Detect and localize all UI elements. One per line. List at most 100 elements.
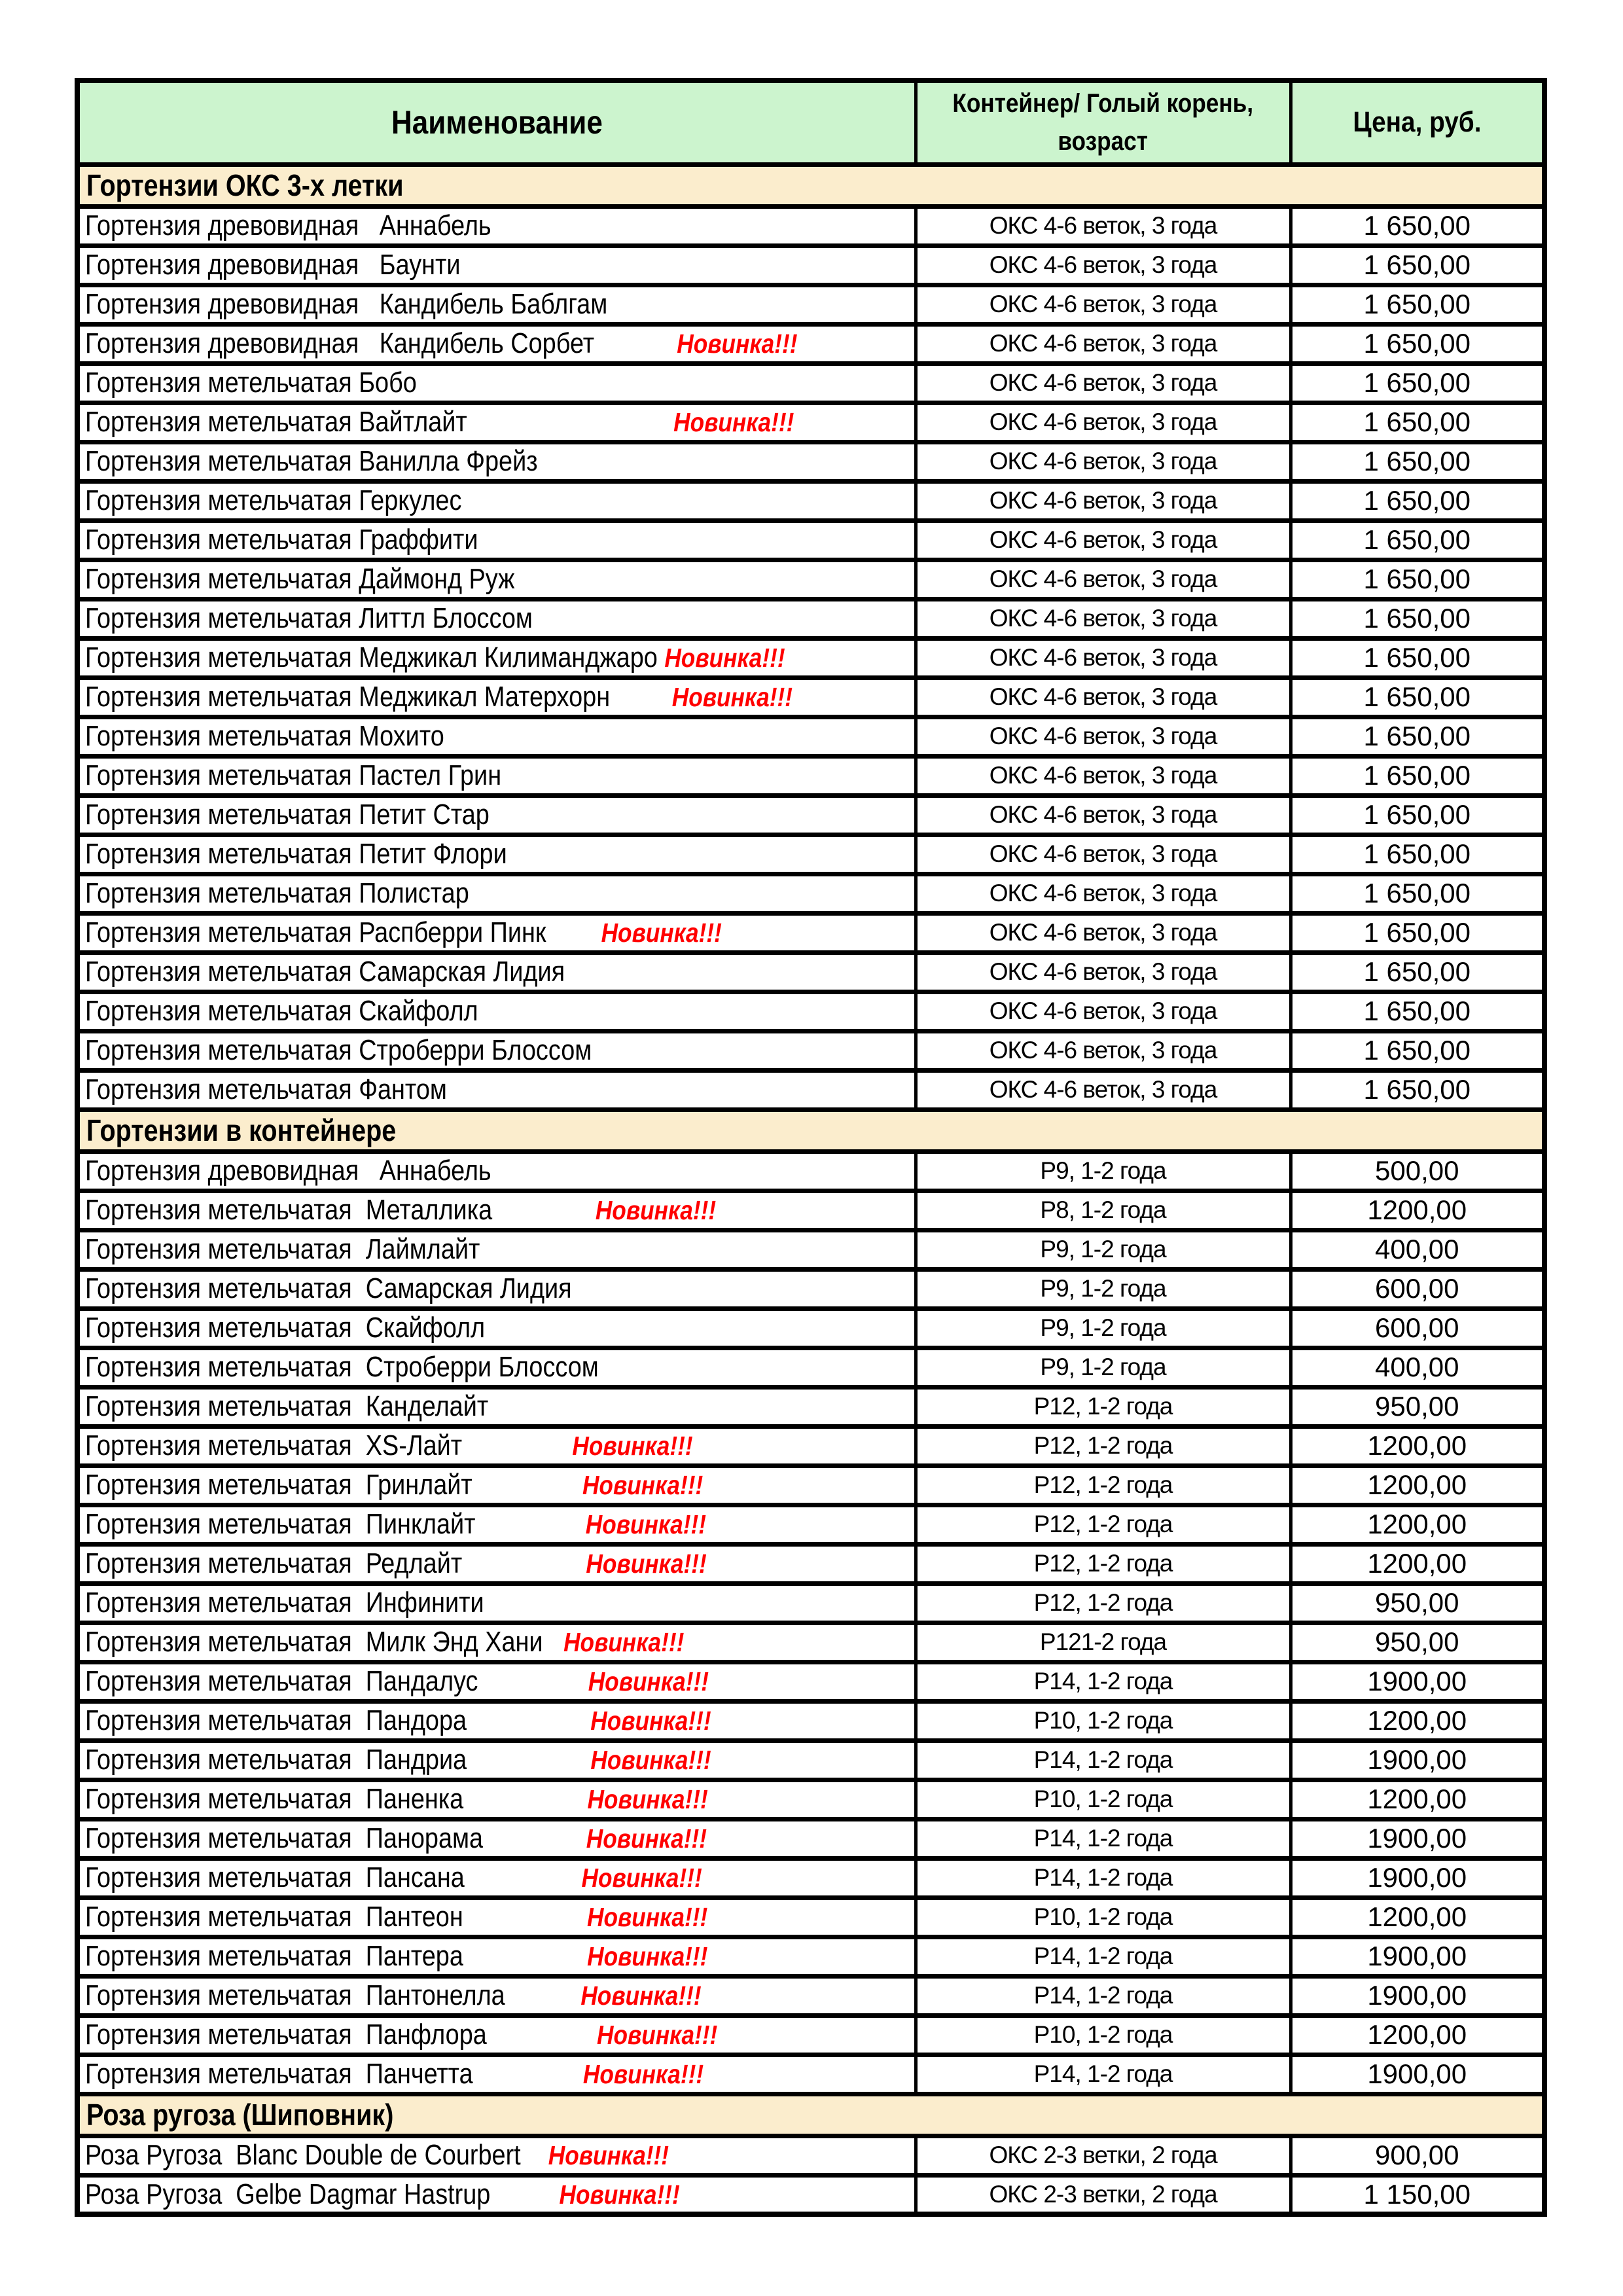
container-cell: ОКС 4-6 веток, 3 года [914,636,1293,680]
table-row: Гортензия метельчатая Геркулес ОКС 4-6 ве… [75,478,1546,523]
name-cell: Гортензия древовидная Кандибель Баблгам [75,282,918,327]
table-row: Гортензия метельчатая Скайфолл ОКС 4-6 ве… [75,989,1546,1033]
name-cell: Гортензия метельчатая Бобо [75,361,918,405]
name-cell: Гортензия метельчатая Петит Флори [75,832,918,876]
price-cell: 1 650,00 [1289,793,1546,837]
price-cell: 1 650,00 [1289,321,1546,366]
plant-name: Гортензия метельчатая Даймонд Руж [85,563,515,595]
price-cell: 1200,00 [1289,1698,1546,1743]
plant-name: Гортензия метельчатая Литтл Блоссом [85,602,533,634]
name-cell: Гортензия метельчатая Граффити [75,518,918,562]
name-cell: Гортензия метельчатая Меджикал Матерхорн… [75,675,918,719]
plant-name: Гортензия метельчатая Скайфолл [85,1312,486,1344]
price-cell: 1200,00 [1289,1502,1546,1547]
container-cell: Р9, 1-2 года [914,1306,1293,1350]
container-cell: ОКС 4-6 веток, 3 года [914,950,1293,994]
name-wrap: Гортензия метельчатая Пансана Новинка!!! [85,1863,702,1893]
plant-name: Гортензия древовидная Аннабель [85,209,491,242]
table-row: Гортензия древовидная Кандибель Сорбет Н… [75,321,1546,366]
price-cell: 1900,00 [1289,1659,1546,1704]
name-cell: Гортензия метельчатая Самарская Лидия [75,950,918,994]
name-cell: Гортензия метельчатая Инфинити [75,1581,918,1625]
name-wrap: Гортензия метельчатая Скайфолл [85,995,478,1027]
new-badge: Новинка!!! [580,1981,702,2011]
new-badge: Новинка!!! [586,1902,708,1932]
price-cell: 1 650,00 [1289,596,1546,641]
container-cell: ОКС 4-6 веток, 3 года [914,557,1293,601]
column-header-price-label: Цена, руб. [1353,106,1482,139]
price-cell: 1200,00 [1289,1777,1546,1821]
container-cell: ОКС 4-6 веток, 3 года [914,478,1293,523]
plant-name: Гортензия метельчатая Ванилла Фрейз [85,445,538,477]
section-title-label: Гортензии в контейнере [86,1113,397,1147]
name-wrap: Гортензия метельчатая Литтл Блоссом [85,602,533,634]
price-cell: 1 650,00 [1289,1067,1546,1112]
name-wrap: Гортензия метельчатая Петит Флори [85,839,507,869]
plant-name: Гортензия древовидная Баунти [85,249,461,281]
price-cell: 1 650,00 [1289,636,1546,680]
table-row: Гортензия метельчатая Пандора Новинка!!!… [75,1698,1546,1743]
plant-name: Гортензия метельчатая Самарская Лидия [85,1272,572,1304]
table-row: Гортензия метельчатая Пантера Новинка!!!… [75,1934,1546,1979]
price-cell: 1 650,00 [1289,439,1546,484]
plant-name: Гортензия метельчатая Пантонелла [85,1979,581,2011]
name-cell: Гортензия метельчатая Фантом [75,1067,918,1112]
name-cell: Гортензия метельчатая Канделайт [75,1384,918,1429]
section-header-row: Гортензии в контейнере [75,1107,1546,1154]
name-wrap: Гортензия метельчатая Инфинити [85,1588,484,1618]
table-row: Гортензия метельчатая Пантонелла Новинка… [75,1973,1546,2018]
price-cell: 1200,00 [1289,1541,1546,1586]
container-cell: Р12, 1-2 года [914,1424,1293,1468]
plant-name: Гортензия метельчатая Распберри Пинк [85,916,601,948]
plant-name: Гортензия метельчатая Пастел Грин [85,759,502,791]
price-cell: 900,00 [1289,2133,1546,2178]
table-row: Гортензия метельчатая Граффити ОКС 4-6 ве… [75,518,1546,562]
section-title: Гортензии ОКС 3-х летки [75,162,1546,209]
plant-name: Гортензия метельчатая Пандора [85,1704,591,1736]
plant-name: Гортензия метельчатая Мохито [85,720,444,752]
plant-name: Гортензия метельчатая Гринлайт [85,1469,582,1501]
name-wrap: Гортензия метельчатая Панчетта Новинка!!… [85,2058,704,2090]
table-row: Гортензия древовидная Аннабель Р9, 1-2 го… [75,1149,1546,1193]
container-cell: ОКС 4-6 веток, 3 года [914,204,1293,248]
table-row: Гортензия метельчатая Строберри Блоссом Р… [75,1345,1546,1390]
price-cell: 950,00 [1289,1384,1546,1429]
plant-name: Гортензия метельчатая Пандриа [85,1744,591,1776]
container-cell: Р8, 1-2 года [914,1188,1293,1232]
name-cell: Гортензия метельчатая Полистар [75,871,918,916]
container-cell: ОКС 4-6 веток, 3 года [914,361,1293,405]
name-wrap: Гортензия метельчатая Фантом [85,1075,447,1105]
container-cell: Р9, 1-2 года [914,1149,1293,1193]
container-cell: ОКС 4-6 веток, 3 года [914,1067,1293,1112]
container-cell: Р12, 1-2 года [914,1541,1293,1586]
new-badge: Новинка!!! [590,1706,711,1736]
table-body: Гортензии ОКС 3-х летки Гортензия древови… [75,162,1546,2217]
new-badge: Новинка!!! [586,1549,707,1579]
table-row: Гортензия метельчатая Вайтлайт Новинка!!… [75,400,1546,444]
plant-name: Гортензия метельчатая XS-Лайт [85,1429,573,1462]
name-cell: Роза Ругоза Blanc Double de Courbert Нов… [75,2133,918,2178]
container-cell: ОКС 2-3 ветки, 2 года [914,2172,1293,2217]
plant-name: Гортензия метельчатая Меджикал Килимандж… [85,641,665,673]
name-cell: Гортензия метельчатая Ванилла Фрейз [75,439,918,484]
name-wrap: Гортензия метельчатая Геркулес [85,486,461,516]
name-wrap: Гортензия метельчатая Милк Энд Хани Нови… [85,1627,684,1657]
price-cell: 1 650,00 [1289,243,1546,287]
plant-name: Гортензия метельчатая Петит Стар [85,798,490,831]
container-cell: ОКС 4-6 веток, 3 года [914,832,1293,876]
new-badge: Новинка!!! [582,2059,704,2089]
price-cell: 1200,00 [1289,2013,1546,2057]
name-wrap: Гортензия метельчатая Паненка Новинка!!! [85,1784,708,1814]
container-cell: Р14, 1-2 года [914,1934,1293,1979]
name-cell: Гортензия метельчатая Пастел Грин [75,753,918,798]
plant-name: Гортензия метельчатая Панчетта [85,2058,583,2090]
plant-name: Гортензия метельчатая Скайфолл [85,995,478,1027]
new-badge: Новинка!!! [664,643,785,673]
price-cell: 1 650,00 [1289,871,1546,916]
new-badge: Новинка!!! [572,1431,693,1461]
container-cell: ОКС 4-6 веток, 3 года [914,400,1293,444]
name-cell: Гортензия метельчатая Пандора Новинка!!! [75,1698,918,1743]
column-header-price: Цена, руб. [1289,78,1546,167]
name-wrap: Гортензия метельчатая Пандриа Новинка!!! [85,1744,711,1776]
table-row: Гортензия метельчатая Фантом ОКС 4-6 вето… [75,1067,1546,1112]
